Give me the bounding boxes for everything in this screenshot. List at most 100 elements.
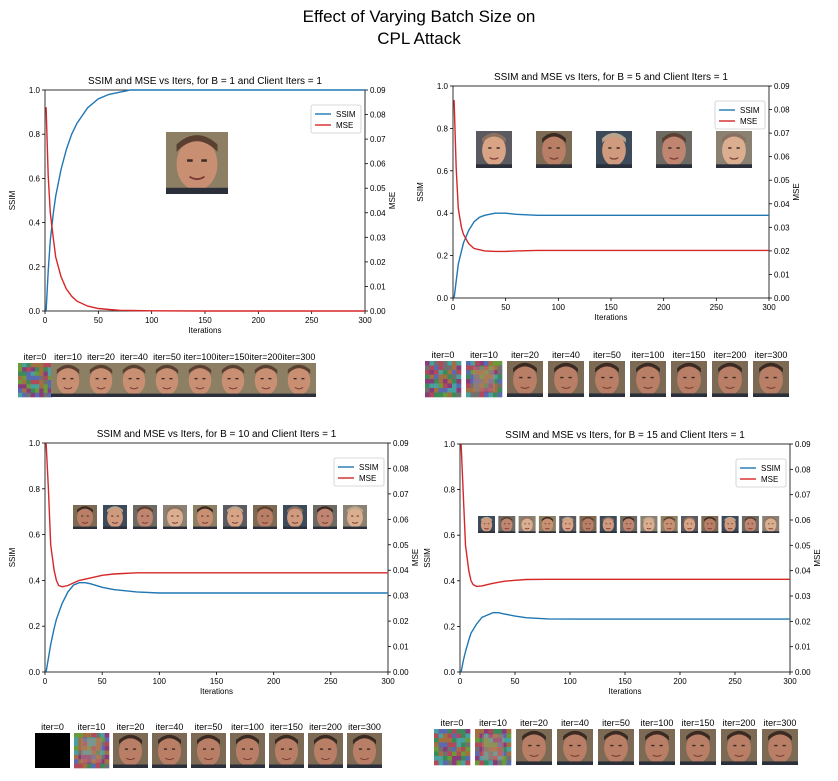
panel-4-iter-thumb-face-2 xyxy=(516,729,552,765)
panel-3-series-ssim xyxy=(45,582,388,673)
panel-3-iter-thumb-face-5 xyxy=(230,733,265,768)
panel-3-iter-label: iter=100 xyxy=(231,722,264,732)
panel-4-ytick-left-label: 0.2 xyxy=(444,622,456,631)
panel-1-ylabel-right: MSE xyxy=(388,192,397,209)
panel-1-inset-face-1 xyxy=(166,132,228,194)
panel-2-xtick-label: 150 xyxy=(604,303,618,312)
panel-3-inset-face-5 xyxy=(193,505,217,529)
panel-1-ylabel-left: SSIM xyxy=(8,190,17,210)
panel-1-xtick-label: 0 xyxy=(43,316,48,325)
panel-4-iter-label: iter=150 xyxy=(682,718,715,728)
panel-1-series-mse xyxy=(45,107,365,312)
panel-4-series-mse xyxy=(460,443,790,588)
panel-2-legend-label: MSE xyxy=(740,117,757,126)
panel-1-xtick-label: 250 xyxy=(305,316,319,325)
panel-2-ytick-left-label: 0.8 xyxy=(437,124,449,133)
panel-3-iter-thumb-face-6 xyxy=(269,733,304,768)
panel-1-iter-thumb-face-6 xyxy=(216,363,250,397)
panel-4-ytick-left-label: 0.4 xyxy=(444,577,456,586)
panel-3-ytick-right-label: 0.08 xyxy=(393,464,409,473)
panel-4-legend-label: MSE xyxy=(761,475,778,484)
panel-3-ytick-right-label: 0.03 xyxy=(393,592,409,601)
panel-3-iter-thumb-black xyxy=(35,733,70,768)
panel-2-ytick-right-label: 0.08 xyxy=(774,106,790,115)
panel-1-xtick-label: 50 xyxy=(94,316,103,325)
panel-3-ytick-right-label: 0.02 xyxy=(393,617,409,626)
panel-2-xtick-label: 100 xyxy=(552,303,566,312)
panel-4-ytick-right-label: 0.04 xyxy=(795,567,811,576)
panel-2-inset-face-4 xyxy=(656,131,692,168)
panel-3-ytick-left-label: 1.0 xyxy=(29,439,41,448)
panel-4-iter-thumb-noise xyxy=(434,729,471,766)
panel-3-ytick-left-label: 0.2 xyxy=(29,622,41,631)
panel-3-series-mse xyxy=(45,442,388,588)
panel-1-ytick-right-label: 0.09 xyxy=(370,86,386,95)
panel-1-xtick-label: 300 xyxy=(358,316,372,325)
panel-3-iter-label: iter=40 xyxy=(156,722,184,732)
panel-4-iter-thumb-face-4 xyxy=(598,729,634,765)
panel-1-xtick-label: 150 xyxy=(198,316,212,325)
panel-3-ytick-right-label: 0.09 xyxy=(393,439,409,448)
panel-1-legend-label: SSIM xyxy=(336,110,356,119)
panel-4-ylabel-left: SSIM xyxy=(423,548,432,568)
panel-2-inset-face-3 xyxy=(596,131,632,168)
panel-1-iter-thumb-face-3 xyxy=(117,363,151,397)
panel-2-iter-thumb-face-5 xyxy=(630,361,666,397)
panel-3-ytick-right-label: 0.04 xyxy=(393,566,409,575)
figure-title-line1: Effect of Varying Batch Size on xyxy=(302,7,536,26)
panel-4-iter-label: iter=50 xyxy=(602,718,630,728)
panel-3-xtick-label: 50 xyxy=(98,677,107,686)
panel-2-iter-thumb-face-6 xyxy=(671,361,707,397)
panel-1-iter-label: iter=100 xyxy=(184,352,217,362)
panel-3-inset-face-10 xyxy=(343,505,367,529)
panel-3-inset-face-6 xyxy=(223,505,247,529)
panel-2-xtick-label: 250 xyxy=(710,303,724,312)
panel-1-iter-label: iter=0 xyxy=(24,352,47,362)
panel-2-ytick-right-label: 0.01 xyxy=(774,270,790,279)
panel-3-legend: SSIM MSE xyxy=(333,457,385,487)
panel-2-iter-label: iter=100 xyxy=(632,350,665,360)
panel-4-inset-face-5 xyxy=(559,516,577,533)
panel-1-iter-label: iter=10 xyxy=(54,352,82,362)
panel-4-iter-thumb-face-7 xyxy=(721,729,757,765)
panel-1-iter-thumb-face-7 xyxy=(249,363,283,397)
panel-3-title: SSIM and MSE vs Iters, for B = 10 and Cl… xyxy=(97,429,337,440)
panel-2-xtick-label: 50 xyxy=(501,303,510,312)
panel-4-inset-face-4 xyxy=(538,516,556,533)
panel-4-iter-thumb-face-3 xyxy=(557,729,593,765)
panel-2-iter-label: iter=50 xyxy=(593,350,621,360)
panel-3-iter-thumb-face-8 xyxy=(347,733,382,768)
panel-4-xtick-label: 150 xyxy=(618,677,632,686)
panel-1-ytick-left-label: 0.6 xyxy=(29,174,41,183)
panel-4-ytick-left-label: 1.0 xyxy=(444,440,456,449)
panel-4-ytick-right-label: 0.06 xyxy=(795,516,811,525)
panel-4-xlabel: Iterations xyxy=(609,687,642,696)
panel-2-ytick-right-label: 0.05 xyxy=(774,176,790,185)
panel-2-legend-label: SSIM xyxy=(740,106,760,115)
panel-1-iter-label: iter=200 xyxy=(250,352,283,362)
panel-1-ytick-right-label: 0.03 xyxy=(370,233,386,242)
panel-1-iter-thumb-face-5 xyxy=(183,363,217,397)
panel-1-ytick-right-label: 0.02 xyxy=(370,258,386,267)
panel-2-ytick-left-label: 0.0 xyxy=(437,294,449,303)
panel-4-inset-face-7 xyxy=(599,516,617,533)
panel-3-xtick-label: 200 xyxy=(267,677,281,686)
figure-title: Effect of Varying Batch Size on CPL Atta… xyxy=(0,6,838,50)
panel-1-iter-thumb-face-4 xyxy=(150,363,184,397)
panel-2-iter-label: iter=300 xyxy=(755,350,788,360)
panel-3-ylabel-right: MSE xyxy=(411,549,420,566)
panel-3-legend-label: MSE xyxy=(359,474,376,483)
panel-2-series-ssim xyxy=(453,212,769,299)
panel-4-xtick-label: 100 xyxy=(563,677,577,686)
panel-2-xlabel: Iterations xyxy=(595,313,628,322)
panel-4-inset-face-1 xyxy=(478,516,495,533)
panel-4-iter-label: iter=200 xyxy=(723,718,756,728)
panel-3-xtick-label: 0 xyxy=(43,677,48,686)
panel-4-ytick-right-label: 0.08 xyxy=(795,465,811,474)
panel-4-iter-thumb-face-6 xyxy=(680,729,716,765)
panel-1-ytick-left-label: 0.0 xyxy=(29,307,41,316)
panel-3-iter-label: iter=200 xyxy=(309,722,342,732)
panel-3-legend-label: SSIM xyxy=(359,463,379,472)
